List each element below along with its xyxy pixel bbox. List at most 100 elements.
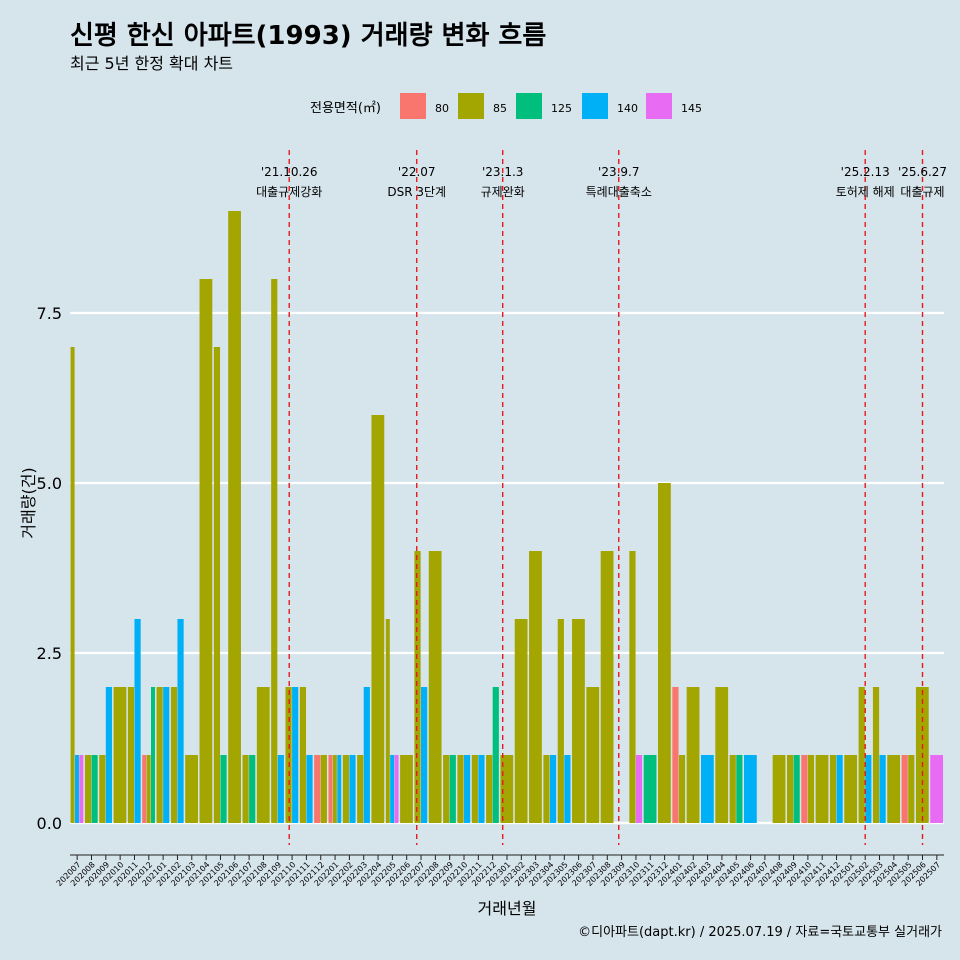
x-axis-label: 거래년월 [478, 899, 537, 918]
bar-202312-85 [658, 483, 671, 823]
bar-202009-85 [99, 755, 106, 823]
bar-202211-85 [471, 755, 478, 823]
bar-202209-85 [443, 755, 450, 823]
bar-202109-85 [271, 279, 278, 823]
bar-202302-85 [514, 619, 528, 823]
bar-202411-85 [815, 755, 829, 823]
bar-202207-85 [414, 551, 421, 823]
bar-202306-85 [572, 619, 585, 823]
bar-202409-125 [793, 755, 800, 823]
event-label-4: 토허제 해제 [836, 185, 895, 199]
bar-202109-140 [277, 755, 284, 823]
legend-key-80 [400, 93, 426, 119]
event-label-0: 대출규제강화 [256, 185, 322, 199]
bar-202409-85 [786, 755, 794, 823]
event-date-0: '21.10.26 [261, 165, 318, 179]
bar-202203-85 [357, 755, 364, 823]
bar-202310-145 [635, 755, 643, 823]
legend: 전용면적(㎡) 80 85 125 140 145 [310, 93, 702, 119]
bar-202301-85 [500, 755, 514, 823]
bar-202405-85 [729, 755, 736, 823]
bar-202305-85 [557, 619, 564, 823]
bar-202112-85 [320, 755, 327, 823]
bar-202012-85 [146, 755, 151, 823]
bar-202105-125 [220, 755, 227, 823]
bar-202011-140 [134, 619, 141, 823]
event-markers: '21.10.26 대출규제강화 '22.07 DSR 3단계 '23.1.3 규제완화 '… [256, 150, 947, 845]
bar-202503-85 [872, 687, 880, 823]
event-date-3: '23.9.7 [598, 165, 639, 179]
bar-202012-125 [151, 687, 155, 823]
bar-202106-85 [228, 211, 241, 823]
event-label-2: 규제완화 [481, 185, 525, 199]
legend-key-140 [582, 93, 608, 119]
bar-202201-85 [332, 755, 337, 823]
bar-202402-85 [686, 687, 700, 823]
bar-202502-85 [858, 687, 865, 823]
bar-202212-85 [486, 755, 493, 823]
y-tick-label-0: 0.0 [37, 814, 62, 833]
bar-202111-85 [299, 687, 307, 823]
bar-202304-85 [543, 755, 550, 823]
legend-key-85 [458, 93, 484, 119]
bar-202205-145 [394, 755, 399, 823]
bar-202110-140 [292, 687, 299, 823]
chart-title: 신평 한신 아파트(1993) 거래량 변화 흐름 [70, 21, 546, 51]
bar-202305-140 [564, 755, 571, 823]
legend-key-125 [516, 93, 542, 119]
bar-202410-85 [807, 755, 815, 823]
bar-202203-140 [363, 687, 370, 823]
bar-202011-85 [127, 687, 135, 823]
bar-202107-85 [242, 755, 249, 823]
bar-202212-125 [492, 687, 499, 823]
bar-202412-140 [836, 755, 843, 823]
bar-202202-140 [349, 755, 356, 823]
bar-202207-140 [421, 687, 428, 823]
bar-202012-80 [142, 755, 147, 823]
event-date-4: '25.2.13 [841, 165, 890, 179]
event-date-1: '22.07 [398, 165, 436, 179]
bar-202101-85 [156, 687, 163, 823]
bar-202107-125 [249, 755, 256, 823]
y-tick-label-1: 2.5 [37, 644, 62, 663]
bar-202210-85 [457, 755, 464, 823]
bar-202505-85 [908, 755, 915, 823]
bar-202105-85 [213, 347, 221, 823]
bar-202408-85 [772, 755, 786, 823]
bar-202410-80 [801, 755, 808, 823]
bar-202111-140 [306, 755, 313, 823]
bar-202307-85 [586, 687, 600, 823]
bar-202403-140 [701, 755, 714, 823]
bar-202401-85 [678, 755, 686, 823]
bar-202202-85 [342, 755, 349, 823]
event-date-2: '23.1.3 [482, 165, 523, 179]
bar-202404-85 [715, 687, 729, 823]
bar-202412-85 [829, 755, 837, 823]
bar-202007-145 [79, 755, 84, 823]
bar-202308-85 [600, 551, 614, 823]
bar-202009-140 [105, 687, 113, 823]
bar-202505-80 [901, 755, 908, 823]
bar-202503-140 [879, 755, 886, 823]
bar-202205-140 [390, 755, 395, 823]
bar-202205-85 [385, 619, 390, 823]
event-label-3: 특례대출축소 [586, 185, 652, 199]
bar-202108-85 [256, 687, 270, 823]
bar-202501-85 [844, 755, 858, 823]
bar-202405-125 [736, 755, 743, 823]
chart-subtitle: 최근 5년 한정 확대 차트 [70, 54, 233, 73]
bar-202401-80 [672, 687, 679, 823]
bar-202504-85 [887, 755, 901, 823]
bar-202008-85 [84, 755, 92, 823]
bar-202008-125 [91, 755, 98, 823]
bar-202206-85 [400, 755, 413, 823]
bar-202103-85 [185, 755, 198, 823]
bar-202310-85 [629, 551, 636, 823]
bar-202311-125 [643, 755, 657, 823]
bar-202502-140 [865, 755, 872, 823]
event-label-1: DSR 3단계 [387, 185, 446, 199]
event-date-5: '25.6.27 [898, 165, 947, 179]
y-tick-label-2: 5.0 [37, 474, 62, 493]
bar-202104-85 [199, 279, 213, 823]
